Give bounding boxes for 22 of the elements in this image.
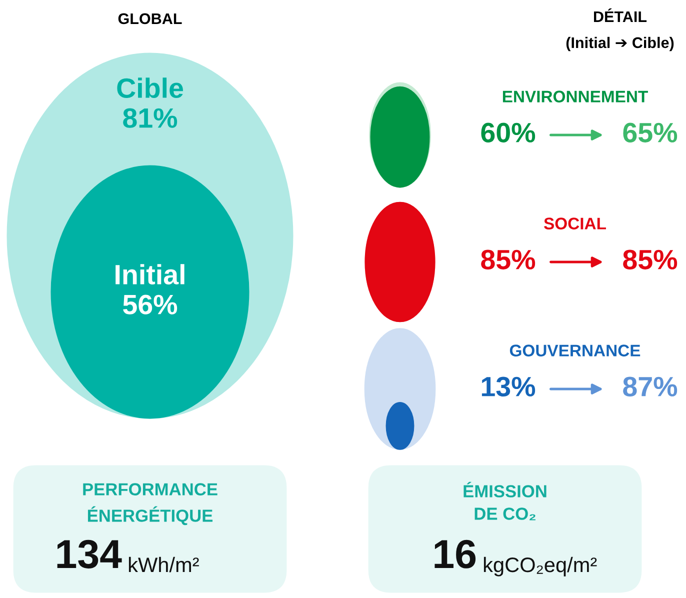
category-label: SOCIAL	[544, 218, 606, 230]
text: ÉMISSION DE CO₂	[464, 482, 546, 520]
text: kgCO₂eq/m²	[484, 556, 597, 576]
category-label: ENVIRONNEMENT	[502, 90, 648, 102]
data-label: 13%	[482, 376, 536, 396]
series-label: Cible	[117, 78, 184, 98]
data-label: 87%	[623, 376, 678, 396]
text: 16	[434, 540, 476, 568]
data-label: 60%	[481, 122, 536, 142]
text: GLOBAL	[118, 13, 182, 24]
data-label: 56%	[123, 294, 178, 314]
text: 134	[57, 540, 122, 568]
data-label: 65%	[623, 122, 678, 142]
data-label: 81%	[123, 108, 178, 128]
category-label: GOUVERNANCE	[510, 344, 640, 356]
text: DÉTAIL	[594, 8, 647, 22]
data-label: 85%	[623, 250, 678, 270]
text: kWh/m²	[128, 556, 199, 572]
text: (Initial ➔ Cible)	[566, 36, 674, 52]
data-label: 85%	[481, 250, 536, 270]
text: PERFORMANCE ÉNERGÉTIQUE	[83, 483, 218, 526]
series-label: Initial	[116, 264, 184, 284]
